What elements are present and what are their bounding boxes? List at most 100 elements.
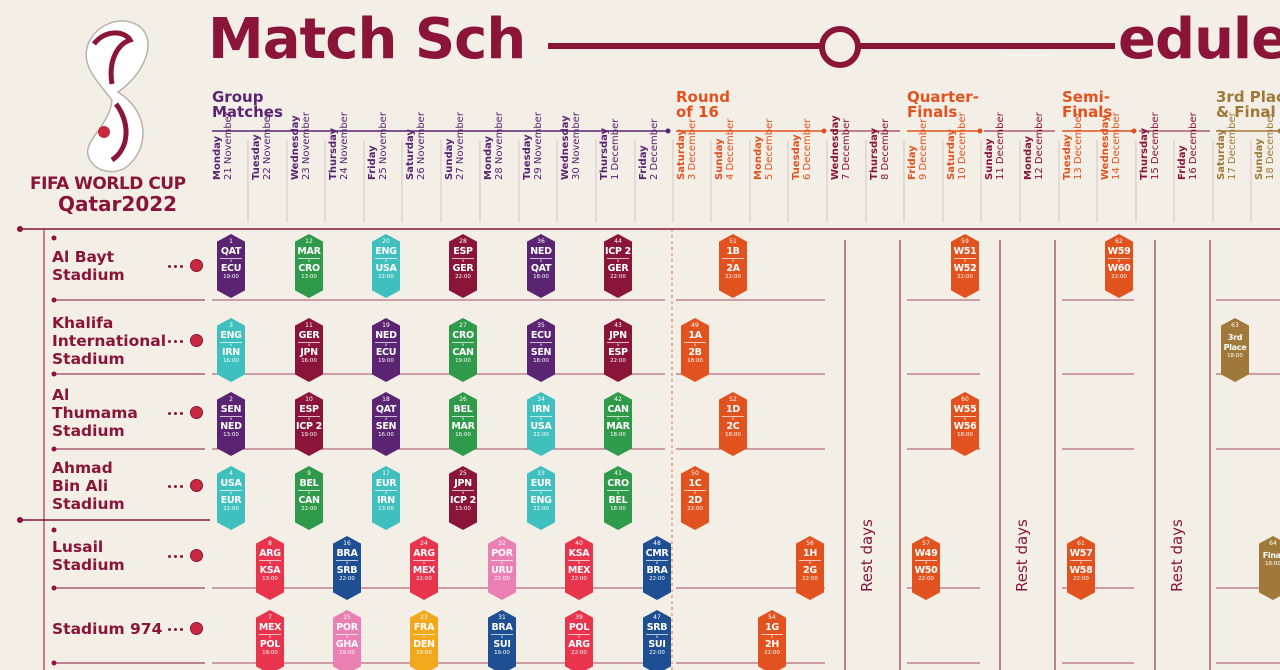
day-label: Friday 2 December	[638, 119, 660, 180]
match-number: 17	[382, 470, 390, 477]
match-number: 20	[382, 238, 390, 245]
day-header: Friday 2 December	[638, 119, 668, 180]
ball-icon	[190, 406, 203, 419]
day-header: Friday 9 December	[907, 119, 937, 180]
dot	[174, 485, 177, 488]
day-label: Sunday 27 November	[444, 112, 466, 180]
title-ring	[819, 26, 861, 68]
match-number: 27	[459, 322, 467, 329]
away-team: SRB	[336, 565, 358, 576]
day-header: Wednesday 23 November	[290, 112, 320, 180]
home-team: 1A	[688, 330, 702, 341]
stage-label: Round of 16	[676, 88, 730, 121]
away-team: MAR	[606, 421, 630, 432]
day-weekday: Thursday	[328, 127, 339, 180]
away-team: BEL	[608, 495, 628, 506]
home-team: CAN	[607, 404, 629, 415]
match-badge: 36 NED v QAT 18:00	[527, 234, 555, 298]
versus: v	[298, 342, 320, 347]
away-team: NED	[220, 421, 242, 432]
match-badge: 7 MEX v POL 19:00	[256, 610, 284, 670]
match-badge: 39 POL v ARG 22:00	[565, 610, 593, 670]
day-date: 29 November	[533, 112, 544, 180]
versus: v	[375, 258, 397, 263]
day-date: 11 December	[995, 112, 1006, 180]
kickoff-time: 22:00	[725, 274, 741, 280]
stage-rule-dot	[665, 128, 671, 134]
ball-icon	[190, 259, 203, 272]
rest-days: Rest days	[1168, 519, 1208, 592]
dot	[168, 485, 171, 488]
kickoff-time: 18:00	[533, 358, 549, 364]
versus: v	[413, 560, 435, 565]
versus: v	[722, 258, 744, 263]
venue-dots	[168, 622, 204, 636]
versus: v	[298, 258, 320, 263]
match-badge: 61 W57 v W58 22:00	[1067, 536, 1095, 600]
match-badge: 23 FRA v DEN 19:00	[410, 610, 438, 670]
match-badge: 56 1H v 2G 22:00	[796, 536, 824, 600]
day-header: Thursday 24 November	[328, 112, 358, 180]
day-header: Saturday 17 December	[1216, 112, 1246, 180]
away-team: SUI	[648, 639, 666, 650]
day-date: 15 December	[1150, 112, 1161, 180]
day-weekday: Friday	[638, 145, 649, 180]
match-number: 44	[614, 238, 622, 245]
rest-days-label: Rest days	[1013, 519, 1031, 592]
match-number: 34	[537, 396, 545, 403]
home-team: CRO	[607, 478, 629, 489]
away-team: CAN	[452, 347, 474, 358]
home-team: FRA	[413, 622, 435, 633]
home-team: NED	[375, 330, 397, 341]
day-weekday: Thursday	[869, 127, 880, 180]
day-header: Saturday 26 November	[405, 112, 435, 180]
match-badge: 43 JPN v ESP 22:00	[604, 318, 632, 382]
away-team: EUR	[220, 495, 242, 506]
versus: v	[799, 560, 821, 565]
page-title-end: edule	[1118, 7, 1280, 72]
kickoff-time: 22:00	[610, 358, 626, 364]
day-header: Tuesday 22 November	[251, 112, 281, 180]
away-team: DEN	[413, 639, 435, 650]
match-badge: 25 JPN v ICP 2 13:00	[449, 466, 477, 530]
match-number: 60	[961, 396, 969, 403]
day-weekday: Thursday	[1139, 127, 1150, 180]
versus: v	[607, 258, 629, 263]
match-badge: 16 BRA v SRB 22:00	[333, 536, 361, 600]
day-label: Friday 16 December	[1177, 112, 1199, 180]
row-rule-dot	[51, 585, 57, 591]
versus: v	[607, 342, 629, 347]
day-weekday: Tuesday	[522, 134, 533, 180]
dot	[180, 628, 183, 631]
dot	[168, 412, 171, 415]
versus: v	[646, 634, 668, 639]
day-label: Thursday 8 December	[869, 119, 891, 180]
away-team: 2B	[688, 347, 702, 358]
away-team: ICP 2	[450, 495, 476, 506]
versus: v	[915, 560, 937, 565]
versus: v	[607, 416, 629, 421]
versus: v	[491, 560, 513, 565]
match-number: 42	[614, 396, 622, 403]
match-badge: 24 ARG v MEX 22:00	[410, 536, 438, 600]
home-team: 1G	[765, 622, 779, 633]
kickoff-time: 22:00	[378, 274, 394, 280]
match-badge: 4 USA v EUR 22:00	[217, 466, 245, 530]
away-team: ARG	[568, 639, 590, 650]
versus: v	[298, 490, 320, 495]
match-badge: 10 ESP v ICP 2 19:00	[295, 392, 323, 456]
home-team: BRA	[336, 548, 358, 559]
stage-label: 3rd Place & Final	[1216, 88, 1280, 121]
stage-label: Group Matches	[212, 88, 283, 121]
day-header: Wednesday 7 December	[830, 115, 860, 180]
versus: v	[375, 490, 397, 495]
match-badge: 35 ECU v SEN 18:00	[527, 318, 555, 382]
day-date: 22 November	[262, 112, 273, 180]
day-weekday: Sunday	[444, 138, 455, 180]
day-weekday: Sunday	[984, 138, 995, 180]
kickoff-time: 19:00	[339, 650, 355, 656]
match-badge: 2 SEN v NED 13:00	[217, 392, 245, 456]
versus: v	[491, 634, 513, 639]
kickoff-time: 16:00	[301, 358, 317, 364]
match-number: 3	[229, 322, 233, 329]
